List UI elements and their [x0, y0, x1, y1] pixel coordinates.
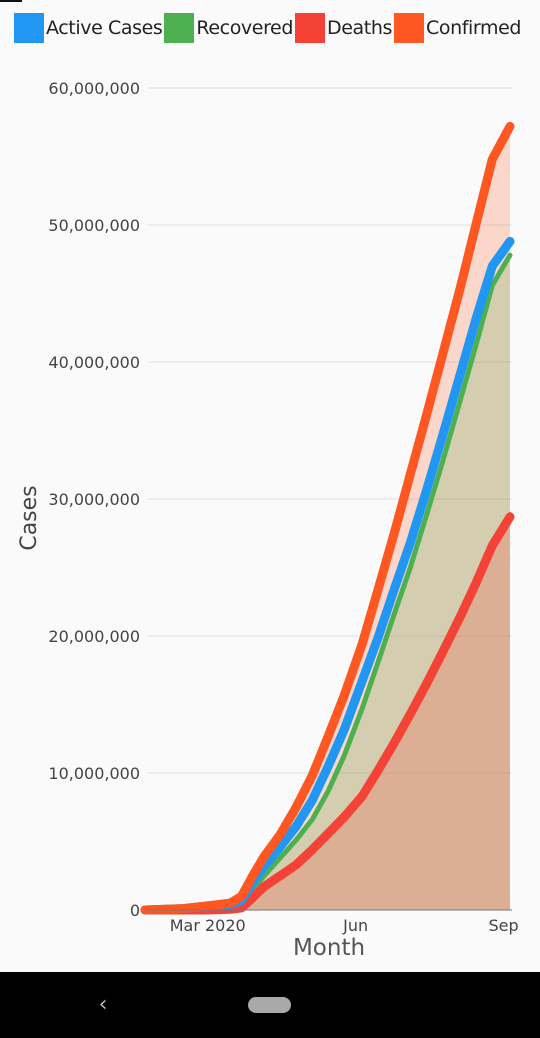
legend-label: Confirmed — [425, 17, 522, 39]
y-tick-label: 0 — [130, 901, 140, 920]
legend-label: Recovered — [196, 17, 294, 39]
y-tick-label: 40,000,000 — [48, 353, 140, 372]
y-tick-label: 30,000,000 — [48, 490, 140, 509]
series-area-deaths — [145, 516, 510, 910]
legend-label: Active Cases — [46, 17, 163, 39]
home-pill-icon[interactable] — [248, 997, 291, 1013]
y-axis-tick-labels: 0 10,000,000 20,000,000 30,000,000 40,000,00… — [48, 79, 140, 920]
legend-item: Active Cases — [14, 13, 163, 43]
series-line-confirmed — [140, 121, 515, 915]
legend-swatch — [164, 13, 195, 43]
x-tick-label: Mar 2020 — [170, 916, 246, 935]
status-mark — [0, 0, 22, 2]
legend-swatch — [393, 13, 424, 43]
y-tick-label: 50,000,000 — [48, 216, 140, 235]
legend-item: Deaths — [295, 13, 392, 43]
series-area-confirmed — [145, 126, 510, 910]
x-axis-tick-labels: Mar 2020 Jun Sep — [170, 916, 519, 935]
series-areas — [145, 126, 510, 911]
grid-lines — [148, 87, 512, 774]
series-area-recovered — [145, 255, 510, 911]
legend-swatch — [295, 13, 326, 43]
series-line-deaths — [140, 512, 515, 915]
legend-swatch — [14, 13, 44, 43]
x-axis-title: Month — [293, 935, 365, 961]
y-tick-label: 20,000,000 — [48, 627, 140, 646]
series-lines — [140, 121, 515, 915]
back-chevron-icon[interactable]: ‹ — [98, 992, 108, 1017]
chart-legend: Active Cases Recovered Deaths Confirmed — [14, 10, 540, 46]
y-tick-label: 60,000,000 — [48, 79, 140, 98]
y-tick-label: 10,000,000 — [48, 764, 140, 783]
y-axis-title: Cases — [17, 485, 42, 550]
x-tick-label: Jun — [342, 916, 368, 935]
legend-item: Recovered — [164, 13, 293, 43]
cases-area-chart: 0 10,000,000 20,000,000 30,000,000 40,000,00… — [17, 79, 519, 961]
legend-item: Confirmed — [393, 13, 522, 43]
x-tick-label: Sep — [488, 916, 518, 935]
legend-label: Deaths — [327, 17, 392, 39]
